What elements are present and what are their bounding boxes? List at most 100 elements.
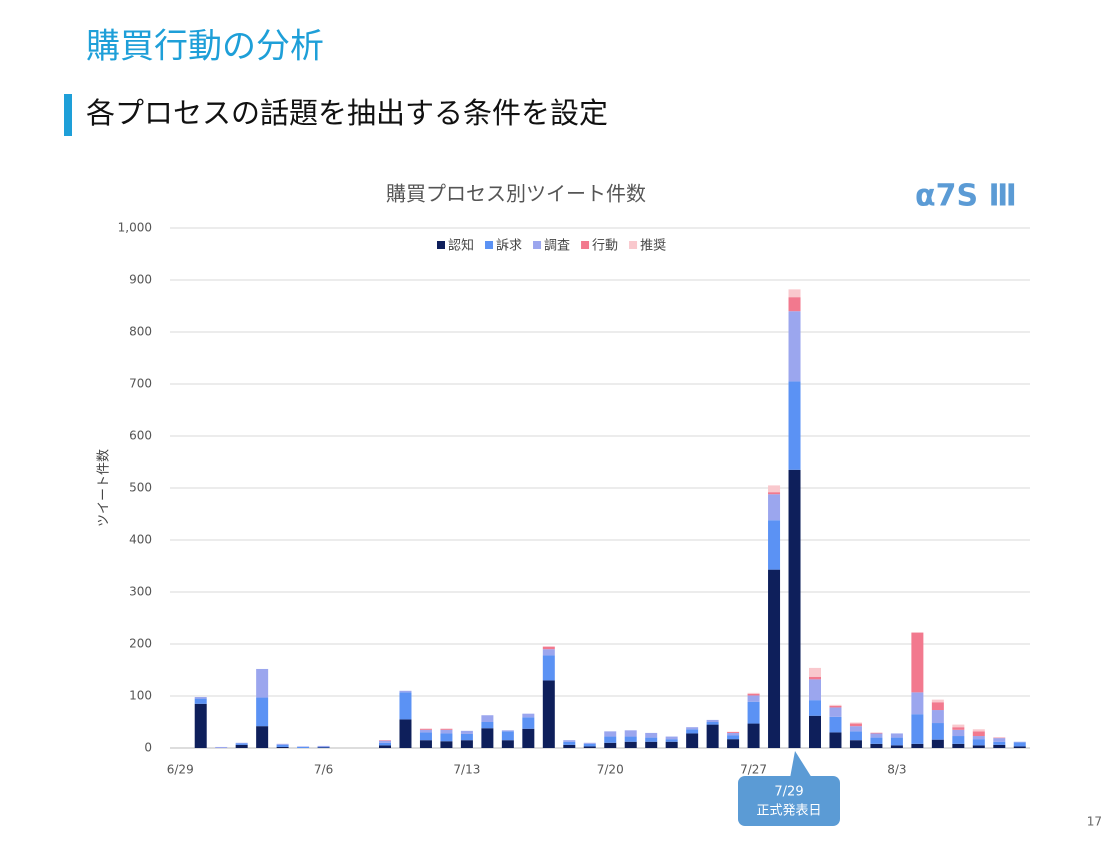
bar-segment: [379, 742, 391, 746]
bar-segment: [829, 732, 842, 748]
y-tick-label: 700: [129, 377, 152, 391]
x-tick-label: 6/29: [167, 763, 194, 777]
bar-segment: [747, 692, 760, 694]
bar-segment: [256, 668, 269, 698]
bar-segment: [931, 699, 944, 703]
bar-segment: [788, 297, 801, 312]
bar-segment: [624, 736, 637, 742]
bar-segment: [829, 707, 842, 717]
subtitle-bar: [64, 94, 72, 136]
bar-segment: [768, 485, 781, 493]
y-tick-label: 1,000: [118, 221, 152, 235]
page-title: 購買行動の分析: [86, 27, 324, 67]
bar-segment: [809, 667, 821, 677]
legend-swatch: [629, 241, 638, 249]
bar-segment: [419, 729, 432, 733]
bar-segment: [399, 719, 412, 748]
bar-segment: [809, 676, 821, 680]
bar-segment: [870, 733, 883, 738]
bar-segment: [993, 741, 1006, 745]
bar-segment: [645, 732, 658, 738]
bar-segment: [809, 715, 821, 748]
bar-segment: [686, 729, 699, 734]
bar-segment: [890, 737, 903, 746]
bar-segment: [522, 728, 535, 748]
bar-segment: [276, 743, 289, 745]
bar-segment: [563, 744, 576, 748]
bar-segment: [911, 692, 924, 715]
x-tick-label: 8/3: [887, 763, 906, 777]
y-tick-label: 200: [129, 637, 152, 651]
bar-segment: [317, 746, 330, 748]
bar-segment: [788, 381, 801, 470]
bar-segment: [399, 692, 412, 720]
bar-segment: [911, 632, 924, 693]
bar-segment: [583, 743, 596, 747]
y-tick-label: 0: [144, 741, 152, 755]
bar-segment: [542, 655, 555, 681]
bar-segment: [501, 731, 514, 741]
bar-segment: [440, 728, 453, 730]
bar-segment: [972, 736, 985, 740]
legend-swatch: [581, 241, 590, 249]
bar-segment: [276, 744, 289, 747]
bar-segment: [419, 728, 432, 730]
bar-segment: [870, 737, 883, 744]
bar-segment: [624, 730, 637, 737]
bar-segment: [583, 742, 596, 744]
legend-label: 訴求: [496, 238, 522, 254]
bar-segment: [686, 733, 699, 748]
bar-segment: [665, 739, 678, 742]
bar-segment: [297, 746, 310, 748]
bar-segment: [768, 492, 781, 495]
y-tick-label: 400: [129, 533, 152, 547]
x-tick-label: 7/27: [740, 763, 767, 777]
bar-segment: [849, 731, 862, 741]
bar-segment: [419, 740, 432, 748]
bar-segment: [440, 741, 453, 748]
bar-segment: [317, 745, 330, 747]
bar-segment: [931, 739, 944, 748]
legend-label: 調査: [544, 239, 570, 254]
bar-segment: [993, 737, 1006, 739]
bar-segment: [706, 719, 719, 722]
legend-label: 行動: [592, 239, 618, 254]
bar-segment: [829, 705, 842, 708]
bar-segment: [379, 740, 391, 743]
bar-segment: [952, 736, 965, 744]
legend-swatch: [437, 241, 445, 249]
bar-segment: [849, 722, 862, 724]
bar-segment: [706, 724, 719, 748]
bar-segment: [481, 728, 494, 748]
bar-segment: [727, 735, 740, 740]
bar-segment: [194, 698, 207, 704]
legend-label: 推奨: [640, 239, 666, 254]
bar-segment: [747, 701, 760, 724]
bar-segment: [440, 729, 453, 734]
bar-segment: [645, 741, 658, 748]
bar-segment: [727, 732, 740, 736]
bar-segment: [256, 697, 269, 727]
bar-segment: [686, 727, 699, 730]
bar-segment: [829, 704, 842, 706]
bar-segment: [809, 700, 821, 716]
bar-segment: [706, 722, 719, 725]
bar-segment: [583, 746, 596, 748]
legend-swatch: [533, 241, 542, 249]
bar-segment: [317, 747, 330, 748]
bar-segment: [931, 723, 944, 740]
callout: [738, 776, 840, 826]
bar-segment: [952, 724, 965, 728]
bar-segment: [768, 569, 781, 748]
bar-segment: [460, 730, 473, 734]
bar-segment: [604, 731, 617, 737]
bar-segment: [890, 733, 903, 738]
bar-segment: [870, 732, 883, 733]
brand: α7S Ⅲ: [915, 179, 1017, 214]
bar-segment: [890, 745, 903, 748]
bar-segment: [870, 743, 883, 748]
bar-segment: [952, 727, 965, 730]
y-tick-label: 900: [129, 273, 152, 287]
bar-segment: [911, 743, 924, 748]
